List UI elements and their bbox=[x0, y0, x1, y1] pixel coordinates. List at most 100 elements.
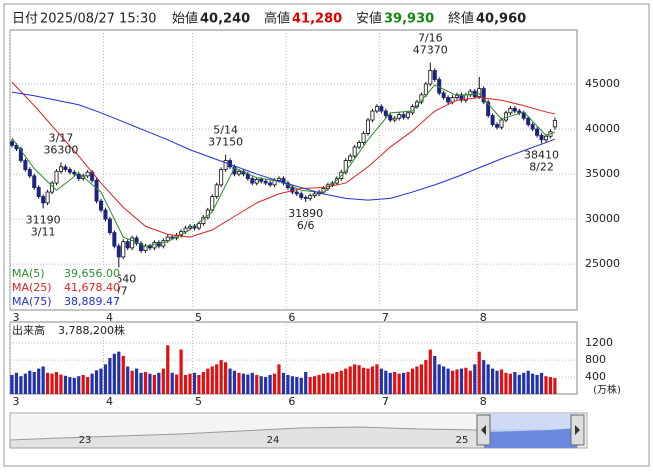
volume-bar bbox=[290, 376, 294, 394]
legend-value: 38,889.47 bbox=[64, 295, 120, 308]
y-tick-label: 45000 bbox=[585, 77, 620, 90]
navigator-label: 23 bbox=[79, 435, 92, 446]
x-tick-label: 3 bbox=[13, 311, 20, 324]
volume-bar bbox=[495, 370, 499, 394]
candle-body bbox=[36, 187, 41, 197]
candle-body bbox=[503, 112, 508, 121]
candle-body bbox=[392, 117, 397, 121]
ma-line bbox=[11, 81, 556, 238]
volume-bar bbox=[215, 364, 219, 394]
candle-body bbox=[321, 188, 326, 193]
volume-bar bbox=[175, 374, 179, 394]
candle-body bbox=[499, 119, 504, 128]
volume-bar bbox=[130, 370, 134, 394]
candle-body bbox=[370, 110, 375, 121]
close-label: 終値 bbox=[448, 11, 474, 27]
close: 40,960 bbox=[476, 12, 526, 27]
candle-body bbox=[365, 119, 370, 134]
candle-body bbox=[397, 114, 402, 119]
candle-body bbox=[134, 237, 139, 244]
volume-bar bbox=[548, 377, 553, 394]
volume-bar bbox=[77, 376, 81, 394]
candle-body bbox=[254, 179, 259, 184]
candle-body bbox=[210, 196, 215, 211]
candle-body bbox=[303, 197, 308, 199]
candle-body bbox=[348, 155, 353, 161]
candle-body bbox=[143, 245, 148, 251]
ma-line bbox=[11, 84, 556, 247]
volume-bar bbox=[46, 372, 50, 394]
candle-body bbox=[539, 134, 544, 141]
volume-bar bbox=[317, 374, 321, 394]
candle-body bbox=[187, 225, 192, 229]
y-tick-label: 400 bbox=[585, 370, 606, 383]
candle-body bbox=[41, 196, 46, 204]
candle-body bbox=[312, 193, 317, 197]
volume-bar bbox=[108, 358, 112, 394]
volume-bar bbox=[508, 373, 512, 394]
candle-body bbox=[76, 173, 81, 179]
annotation-value: 38410 bbox=[524, 148, 559, 161]
x-tick-label: 8 bbox=[480, 395, 487, 408]
candle-body bbox=[54, 170, 59, 184]
legend-box bbox=[11, 266, 118, 309]
legend-name: MA(75) bbox=[12, 295, 52, 308]
candle-body bbox=[23, 160, 28, 170]
low: 39,930 bbox=[384, 12, 434, 27]
navigator-selected-area bbox=[484, 428, 577, 448]
volume-title: 出来高 bbox=[12, 323, 45, 337]
candle-body bbox=[121, 241, 126, 258]
candle-body bbox=[223, 160, 228, 170]
volume-bar bbox=[59, 374, 63, 394]
low-label: 安値 bbox=[356, 11, 382, 27]
volume-bar bbox=[402, 372, 406, 394]
volume-bar bbox=[366, 368, 370, 394]
volume-bar bbox=[197, 374, 201, 394]
volume-bar bbox=[152, 374, 156, 394]
y-tick-label: 800 bbox=[585, 353, 606, 366]
volume-bar bbox=[504, 372, 508, 394]
annotation-date: 3/11 bbox=[31, 225, 56, 238]
candle-body bbox=[526, 117, 531, 125]
candle-body bbox=[401, 114, 406, 118]
x-tick-label: 4 bbox=[106, 395, 113, 408]
candle-body bbox=[357, 142, 362, 148]
volume-bar bbox=[277, 364, 281, 394]
volume-bar bbox=[237, 372, 241, 394]
candle-body bbox=[361, 133, 366, 143]
volume-bar bbox=[135, 368, 139, 394]
x-tick-label: 4 bbox=[106, 311, 113, 324]
volume-bar bbox=[348, 366, 352, 394]
y-tick-label: 25000 bbox=[585, 257, 620, 270]
legend-name: MA(25) bbox=[12, 281, 52, 294]
volume-bar bbox=[63, 375, 67, 394]
volume-bar bbox=[201, 371, 205, 394]
volume-bar bbox=[286, 374, 290, 394]
volume-bar bbox=[219, 360, 223, 394]
volume-bar bbox=[384, 370, 388, 394]
volume-bar bbox=[464, 367, 468, 394]
volume-bar bbox=[228, 368, 232, 394]
volume-bar bbox=[255, 374, 259, 394]
volume-bar bbox=[313, 376, 317, 394]
volume-bar bbox=[81, 374, 85, 394]
volume-bar bbox=[268, 374, 272, 394]
annotation-date: 3/17 bbox=[49, 131, 74, 144]
candle-body bbox=[165, 236, 170, 242]
volume-bar bbox=[94, 370, 99, 394]
volume-bar bbox=[513, 371, 517, 394]
candle-body bbox=[67, 169, 72, 173]
price-panel bbox=[9, 29, 578, 311]
volume-bar bbox=[388, 372, 392, 394]
candle-body bbox=[112, 232, 117, 247]
candle-body bbox=[481, 88, 486, 103]
volume-bar bbox=[72, 377, 76, 394]
candle-body bbox=[490, 115, 495, 125]
volume-bar bbox=[415, 366, 419, 394]
candle-body bbox=[268, 182, 273, 186]
candle-body bbox=[486, 101, 491, 116]
open: 40,240 bbox=[200, 12, 250, 27]
volume-bar bbox=[393, 371, 397, 394]
x-tick-label: 5 bbox=[195, 395, 202, 408]
x-tick-label: 7 bbox=[382, 395, 389, 408]
